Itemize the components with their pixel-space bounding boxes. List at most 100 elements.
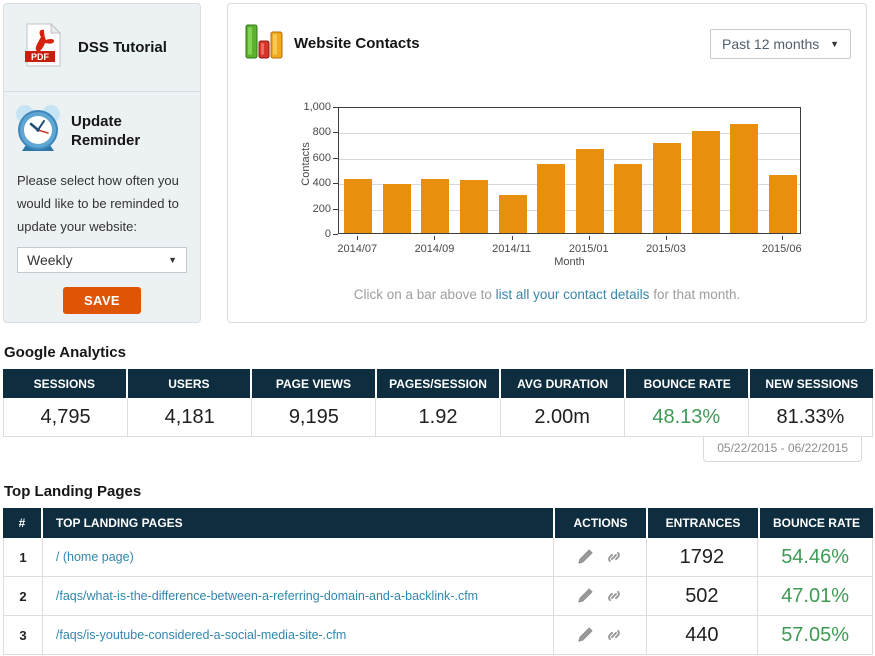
analytics-column-header: PAGES/SESSION bbox=[374, 369, 500, 398]
bar-chart-icon bbox=[242, 20, 284, 67]
rank-number: 2 bbox=[19, 588, 27, 604]
analytics-table-header: SESSIONS USERS PAGE VIEWS PAGES/SESSION AVG … bbox=[3, 369, 873, 398]
dss-tutorial-item[interactable]: PDF DSS Tutorial bbox=[4, 4, 200, 92]
pdf-icon: PDF bbox=[23, 22, 63, 72]
date-range-select-value: Past 12 months bbox=[722, 36, 820, 52]
entrances-value: 502 bbox=[645, 577, 758, 615]
edit-pencil-icon[interactable] bbox=[576, 548, 594, 566]
landing-table-header: # TOP LANDING PAGES ACTIONS ENTRANCES BOUNCE… bbox=[3, 508, 873, 538]
rank-number: 1 bbox=[19, 549, 27, 565]
link-icon[interactable] bbox=[605, 587, 623, 605]
analytics-column-header: BOUNCE RATE bbox=[623, 369, 749, 398]
frequency-select[interactable]: Weekly ▼ bbox=[17, 247, 187, 273]
chart-gridline bbox=[339, 209, 800, 211]
chevron-down-icon: ▼ bbox=[168, 255, 177, 265]
landing-column-header: TOP LANDING PAGES bbox=[41, 508, 553, 538]
chart-caption: Click on a bar above to list all your co… bbox=[228, 287, 866, 302]
bounce-rate-value: 57.05% bbox=[757, 616, 872, 654]
rank-number: 3 bbox=[19, 627, 27, 643]
chart-bar[interactable] bbox=[460, 180, 489, 233]
y-axis-tick bbox=[333, 183, 338, 185]
y-axis-tick bbox=[333, 157, 338, 159]
y-axis-tick bbox=[333, 107, 338, 108]
analytics-section-title: Google Analytics bbox=[4, 344, 126, 361]
chart-gridline bbox=[339, 133, 800, 135]
edit-pencil-icon[interactable] bbox=[576, 587, 594, 605]
contacts-chart: Contacts Month 0 200 400 600 800 1,000 2014/07… bbox=[228, 4, 868, 324]
chart-bar[interactable] bbox=[537, 163, 566, 233]
chart-bar[interactable] bbox=[421, 179, 450, 233]
chart-bar[interactable] bbox=[652, 142, 681, 233]
chart-bar[interactable] bbox=[730, 124, 759, 233]
contact-details-link[interactable]: list all your contact details bbox=[495, 287, 650, 302]
landing-column-header: ENTRANCES bbox=[646, 508, 758, 538]
bounce-rate-number: 54.46% bbox=[781, 545, 850, 568]
bounce-rate-number: 47.01% bbox=[781, 584, 850, 607]
analytics-metric-value: 81.33% bbox=[747, 398, 872, 436]
bounce-rate-value: 54.46% bbox=[757, 538, 872, 576]
table-row: 3/faqs/is-youtube-considered-a-social-me… bbox=[3, 616, 873, 655]
landing-rank: 2 bbox=[4, 577, 42, 615]
chart-bar[interactable] bbox=[614, 163, 643, 233]
chart-bar[interactable] bbox=[691, 131, 720, 233]
landing-actions-cell bbox=[552, 616, 646, 654]
x-axis-tick bbox=[781, 236, 783, 240]
landing-actions-cell bbox=[552, 538, 646, 576]
y-axis-tick-label: 400 bbox=[312, 177, 331, 190]
analytics-column-header: NEW SESSIONS bbox=[748, 369, 873, 398]
bounce-rate-value: 47.01% bbox=[757, 577, 872, 615]
date-range-select[interactable]: Past 12 months ▼ bbox=[710, 29, 851, 59]
analytics-metric-value: 9,195 bbox=[251, 398, 375, 436]
landing-page-cell: / (home page) bbox=[41, 538, 553, 576]
analytics-metric-value: 48.13% bbox=[623, 398, 748, 436]
save-button[interactable]: SAVE bbox=[63, 287, 141, 314]
entrances-number: 1792 bbox=[679, 545, 725, 568]
caption-text: for that month. bbox=[649, 287, 741, 302]
x-axis-tick bbox=[588, 236, 590, 240]
landing-page-link[interactable]: / (home page) bbox=[55, 550, 134, 564]
chart-plot bbox=[338, 107, 801, 234]
website-contacts-panel: Website Contacts Past 12 months ▼ Contac… bbox=[227, 3, 867, 323]
reminder-description: Please select how often you would like t… bbox=[17, 173, 179, 234]
landing-section-title: Top Landing Pages bbox=[4, 483, 142, 500]
caption-text: Click on a bar above to bbox=[353, 287, 496, 302]
analytics-column-header: AVG DURATION bbox=[499, 369, 624, 398]
update-reminder-section: Update Reminder Please select how often … bbox=[4, 102, 200, 314]
chart-bar[interactable] bbox=[768, 174, 797, 233]
analytics-column-header: PAGE VIEWS bbox=[250, 369, 375, 398]
analytics-metric-value: 1.92 bbox=[375, 398, 499, 436]
reminder-title: Update Reminder bbox=[71, 112, 141, 149]
analytics-table-values: 4,795 4,181 9,195 1.92 2.00m 48.13% 81.33% bbox=[3, 398, 873, 437]
x-axis-title: Month bbox=[554, 256, 585, 268]
table-row: 1 / (home page) 1792 54.46% bbox=[3, 538, 873, 577]
landing-page-link[interactable]: /faqs/what-is-the-difference-between-a-r… bbox=[55, 589, 479, 603]
analytics-metric-value: 4,181 bbox=[127, 398, 251, 436]
entrances-number: 502 bbox=[685, 584, 719, 607]
table-row: 2/faqs/what-is-the-difference-between-a-… bbox=[3, 577, 873, 616]
x-axis-tick bbox=[357, 236, 359, 240]
chart-bar[interactable] bbox=[382, 184, 411, 233]
link-icon[interactable] bbox=[605, 548, 623, 566]
analytics-metric-value: 2.00m bbox=[499, 398, 624, 436]
entrances-number: 440 bbox=[685, 623, 719, 646]
landing-column-header: BOUNCE RATE bbox=[758, 508, 873, 538]
frequency-select-value: Weekly bbox=[27, 252, 73, 268]
landing-page-link[interactable]: /faqs/is-youtube-considered-a-social-med… bbox=[55, 628, 347, 642]
chart-bar[interactable] bbox=[344, 179, 373, 233]
x-axis-tick-label: 2014/09 bbox=[414, 243, 455, 255]
y-axis-tick-label: 600 bbox=[312, 151, 331, 164]
x-axis-tick-label: 2015/06 bbox=[761, 243, 802, 255]
y-axis-tick-label: 1,000 bbox=[303, 101, 331, 113]
alarm-clock-icon bbox=[12, 102, 64, 159]
x-axis-tick-label: 2015/01 bbox=[568, 243, 609, 255]
analytics-column-header: USERS bbox=[125, 369, 251, 398]
edit-pencil-icon[interactable] bbox=[576, 626, 594, 644]
panel-title: Website Contacts bbox=[294, 35, 420, 52]
landing-column-header: # bbox=[18, 516, 26, 530]
y-axis-tick bbox=[333, 208, 338, 210]
y-axis-tick-label: 200 bbox=[312, 202, 331, 215]
chart-bar[interactable] bbox=[498, 194, 527, 233]
landing-column-header: ACTIONS bbox=[553, 508, 646, 538]
link-icon[interactable] bbox=[605, 626, 623, 644]
chart-bar[interactable] bbox=[575, 148, 604, 233]
